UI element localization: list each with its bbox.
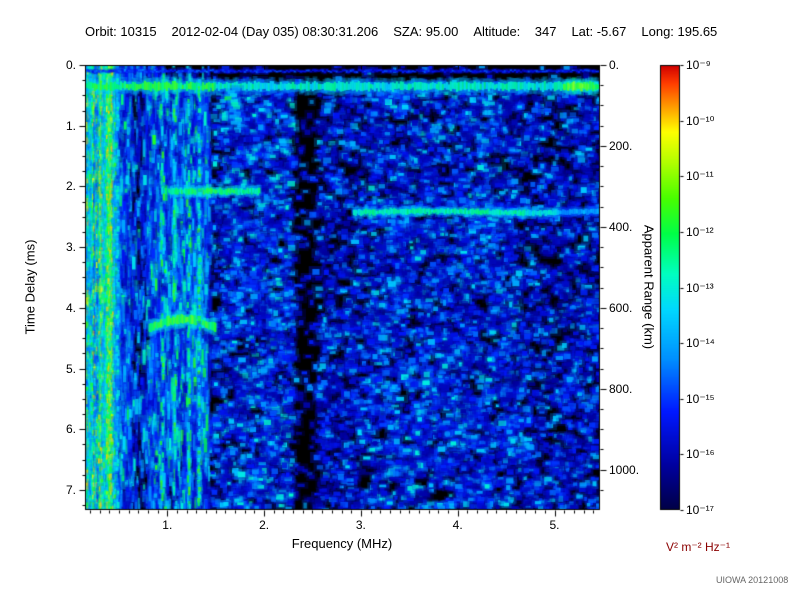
y-right-tick-label: 200. [609,138,633,153]
y-left-tick-label: 6. [65,422,76,437]
colorbar-tick-label: 10⁻⁹ [686,58,711,72]
colorbar-tick-label: 10⁻¹⁵ [686,391,715,406]
header-datetime: 2012-02-04 (Day 035) 08:30:31.206 [171,24,379,39]
colorbar-tick-label: 10⁻¹³ [686,280,714,295]
y-left-tick-label: 2. [65,179,76,194]
y-left-tick-label: 7. [65,482,76,497]
y-right-tick-label: 800. [609,381,633,396]
x-tick-label: 5. [549,518,560,532]
header-lat: Lat: -5.67 [571,24,627,39]
y-left-tick-label: 1. [65,118,76,133]
y-right-tick-label: 0. [609,58,620,72]
header-altitude: Altitude: 347 [473,24,557,39]
header-long: Long: 195.65 [641,24,718,39]
x-tick-label: 4. [452,518,463,532]
y-left-tick-label: 5. [65,361,76,376]
colorbar-tick-label: 10⁻¹⁰ [686,113,715,128]
colorbar-tick-label: 10⁻¹⁴ [686,336,715,351]
y-left-tick-label: 3. [65,240,76,255]
header-orbit: Orbit: 10315 [85,24,157,39]
colorbar-tick-label: 10⁻¹² [686,224,714,239]
x-tick-label: 2. [259,518,270,532]
y-right-tick-label: 400. [609,219,633,234]
colorbar-tick-label: 10⁻¹⁷ [686,503,715,517]
y-axis-title-right: Apparent Range (km) [641,224,657,350]
header-info: Orbit: 10315 2012-02-04 (Day 035) 08:30:… [85,24,782,39]
y-left-tick-label: 0. [65,58,76,72]
x-tick-label: 1. [162,518,173,532]
colorbar-unit-label: V² m⁻² Hz⁻¹ [666,540,730,554]
y-right-tick-label: 1000. [609,462,640,477]
y-left-tick-label: 4. [65,300,76,315]
y-right-tick-label: 600. [609,300,633,315]
x-axis-title: Frequency (MHz) [291,536,393,551]
header-sza: SZA: 95.00 [393,24,459,39]
y-axis-title-left: Time Delay (ms) [22,239,38,335]
colorbar-tick-label: 10⁻¹⁶ [686,447,715,462]
x-tick-label: 3. [355,518,366,532]
colorbar-tick-label: 10⁻¹¹ [686,169,714,184]
credit-watermark: UIOWA 20121008 [716,575,789,585]
